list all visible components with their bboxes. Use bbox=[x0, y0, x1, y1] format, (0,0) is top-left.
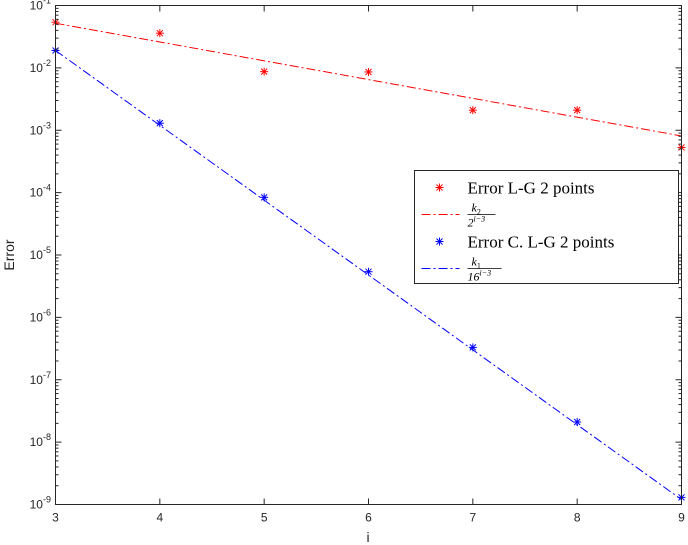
y-tick-exponent: -9 bbox=[43, 495, 51, 505]
legend-num-sub: 2 bbox=[477, 208, 481, 217]
fit-line-1 bbox=[55, 22, 682, 137]
legend-frac-numerator: k2 bbox=[472, 201, 481, 217]
x-tick-label: 6 bbox=[365, 511, 372, 525]
data-point bbox=[468, 106, 477, 115]
fit-line-3 bbox=[55, 50, 682, 500]
plot-area bbox=[51, 18, 686, 502]
legend-num-sub: 1 bbox=[477, 262, 481, 271]
y-axis-label: Error bbox=[1, 239, 17, 270]
x-axis-label: i bbox=[366, 529, 369, 545]
y-tick-label: 10-9 bbox=[30, 495, 51, 512]
legend-entry-2: Error C. L-G 2 points bbox=[435, 233, 615, 252]
legend-label: Error C. L-G 2 points bbox=[468, 233, 615, 252]
x-tick-label: 7 bbox=[469, 511, 476, 525]
y-tick-base: 10 bbox=[30, 61, 44, 75]
data-point bbox=[155, 29, 164, 38]
legend-den-exp: i−3 bbox=[480, 269, 492, 278]
y-tick-base: 10 bbox=[30, 310, 44, 324]
y-tick-exponent: -3 bbox=[43, 120, 51, 130]
y-tick-base: 10 bbox=[30, 0, 44, 13]
y-tick-base: 10 bbox=[30, 498, 44, 512]
y-tick-base: 10 bbox=[30, 373, 44, 387]
legend-marker bbox=[435, 237, 444, 246]
legend-frac-denominator: 2i−3 bbox=[468, 215, 486, 230]
legend-den-exp: i−3 bbox=[474, 215, 486, 224]
data-point bbox=[364, 67, 373, 76]
legend-frac-denominator: 16i−3 bbox=[468, 269, 492, 284]
y-tick-exponent: -7 bbox=[43, 370, 51, 380]
x-tick-label: 4 bbox=[156, 511, 163, 525]
y-tick-label: 10-2 bbox=[30, 58, 51, 75]
y-tick-label: 10-1 bbox=[30, 0, 51, 13]
x-tick-label: 3 bbox=[52, 511, 59, 525]
data-point bbox=[364, 267, 373, 276]
legend-marker bbox=[435, 183, 444, 192]
legend-num-base: k bbox=[472, 255, 478, 269]
legend-label: Error L-G 2 points bbox=[468, 179, 595, 198]
legend-entry-0: Error L-G 2 points bbox=[435, 179, 595, 198]
y-tick-base: 10 bbox=[30, 435, 44, 449]
y-tick-label: 10-4 bbox=[30, 183, 51, 200]
data-point bbox=[260, 67, 269, 76]
x-tick-label: 5 bbox=[261, 511, 268, 525]
y-tick-label: 10-3 bbox=[30, 120, 51, 137]
y-tick-label: 10-6 bbox=[30, 307, 51, 324]
legend-num-base: k bbox=[472, 201, 478, 215]
y-tick-label: 10-7 bbox=[30, 370, 51, 387]
data-point bbox=[155, 119, 164, 128]
legend-frac-numerator: k1 bbox=[472, 255, 481, 271]
y-tick-base: 10 bbox=[30, 186, 44, 200]
x-tick-label: 9 bbox=[678, 511, 685, 525]
x-axis: 3 4 5 6 7 8 9 bbox=[52, 5, 685, 525]
y-tick-exponent: -2 bbox=[43, 58, 51, 68]
legend-den-base: 2 bbox=[468, 216, 474, 230]
y-tick-exponent: -8 bbox=[43, 432, 51, 442]
y-tick-exponent: -4 bbox=[43, 183, 51, 193]
y-tick-base: 10 bbox=[30, 123, 44, 137]
y-tick-base: 10 bbox=[30, 248, 44, 262]
y-tick-label: 10-8 bbox=[30, 432, 51, 449]
data-point bbox=[573, 106, 582, 115]
y-tick-exponent: -5 bbox=[43, 245, 51, 255]
y-tick-label: 10-5 bbox=[30, 245, 51, 262]
y-tick-exponent: -1 bbox=[43, 0, 51, 6]
legend-box bbox=[414, 170, 679, 284]
y-tick-exponent: -6 bbox=[43, 307, 51, 317]
legend-den-base: 16 bbox=[468, 270, 480, 284]
x-tick-label: 8 bbox=[574, 511, 581, 525]
